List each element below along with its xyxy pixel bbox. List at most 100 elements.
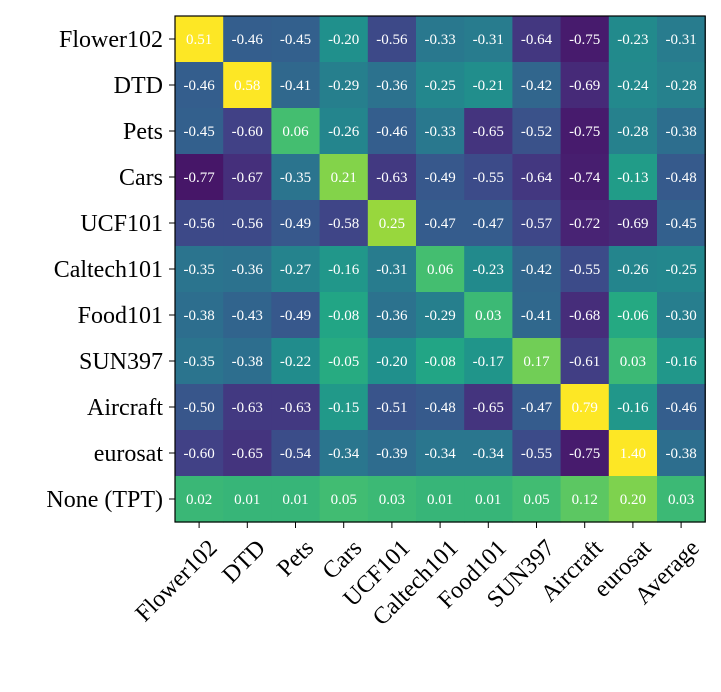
y-tick-label: eurosat bbox=[94, 441, 164, 467]
heatmap-cell bbox=[657, 108, 706, 155]
cell-value-label: -0.16 bbox=[328, 262, 360, 278]
heatmap-cell bbox=[271, 384, 321, 431]
cell-value-label: -0.23 bbox=[617, 32, 648, 48]
heatmap-cell bbox=[512, 292, 562, 339]
cell-value-label: -0.36 bbox=[232, 262, 264, 278]
cell-value-label: -0.65 bbox=[473, 400, 504, 416]
heatmap-cell bbox=[464, 108, 513, 155]
heatmap-cell bbox=[271, 430, 321, 477]
cell-value-label: 0.21 bbox=[331, 170, 357, 186]
cell-value-label: -0.45 bbox=[280, 32, 311, 48]
cell-value-label: 0.03 bbox=[379, 492, 405, 508]
cell-value-label: -0.72 bbox=[569, 216, 600, 232]
cell-value-label: -0.42 bbox=[521, 78, 552, 94]
cell-value-label: -0.63 bbox=[232, 400, 263, 416]
cell-value-label: -0.38 bbox=[183, 308, 214, 324]
cell-value-label: -0.65 bbox=[473, 124, 504, 140]
cell-value-label: -0.41 bbox=[521, 308, 552, 324]
heatmap-cell bbox=[608, 338, 658, 385]
cell-value-label: -0.52 bbox=[521, 124, 552, 140]
heatmap-cell bbox=[464, 200, 513, 247]
x-tick-label: Flower102 bbox=[131, 535, 223, 627]
cell-value-label: 0.06 bbox=[282, 124, 309, 140]
heatmap-cell bbox=[319, 292, 369, 339]
heatmap-cell bbox=[464, 476, 513, 523]
heatmap-cell bbox=[367, 246, 417, 293]
cell-value-label: -0.31 bbox=[376, 262, 407, 278]
heatmap-cell bbox=[512, 200, 562, 247]
heatmap-cell bbox=[608, 108, 658, 155]
cell-value-label: -0.35 bbox=[280, 170, 311, 186]
heatmap-cell bbox=[464, 338, 513, 385]
heatmap-cell bbox=[319, 476, 369, 523]
heatmap-cell bbox=[416, 338, 465, 385]
x-tick-label: Pets bbox=[272, 535, 319, 582]
heatmap-cell bbox=[657, 200, 706, 247]
cell-value-label: -0.46 bbox=[376, 124, 408, 140]
cell-value-label: -0.13 bbox=[617, 170, 648, 186]
heatmap-cell bbox=[560, 338, 610, 385]
cell-value-label: -0.47 bbox=[521, 400, 553, 416]
heatmap-cell bbox=[223, 16, 272, 63]
cell-value-label: -0.69 bbox=[617, 216, 648, 232]
heatmap-cell bbox=[608, 292, 658, 339]
heatmap-cell bbox=[319, 338, 369, 385]
cell-value-label: -0.42 bbox=[521, 262, 552, 278]
cell-value-label: -0.55 bbox=[569, 262, 600, 278]
heatmap-cell bbox=[416, 16, 465, 63]
heatmap-cell bbox=[416, 154, 465, 201]
y-tick-label: Aircraft bbox=[87, 395, 163, 421]
heatmap-cell bbox=[657, 62, 706, 109]
cell-value-label: -0.43 bbox=[232, 308, 263, 324]
heatmap-cell bbox=[657, 292, 706, 339]
heatmap-cell bbox=[319, 16, 369, 63]
cell-value-label: -0.38 bbox=[665, 124, 696, 140]
y-tick-label: None (TPT) bbox=[46, 487, 163, 513]
cell-value-label: -0.47 bbox=[424, 216, 456, 232]
cell-value-label: -0.50 bbox=[183, 400, 214, 416]
y-tick-label: DTD bbox=[114, 73, 163, 99]
heatmap-cell bbox=[175, 108, 224, 155]
heatmap-cell bbox=[657, 16, 706, 63]
cell-value-label: -0.33 bbox=[424, 32, 455, 48]
heatmap-cell bbox=[271, 476, 321, 523]
heatmap-cell bbox=[271, 108, 321, 155]
cell-value-label: -0.17 bbox=[473, 354, 505, 370]
cell-value-label: -0.38 bbox=[665, 446, 696, 462]
heatmap-cell bbox=[319, 62, 369, 109]
heatmap-cell bbox=[271, 338, 321, 385]
y-tick-label: Caltech101 bbox=[54, 257, 163, 283]
cell-value-label: -0.75 bbox=[569, 446, 600, 462]
heatmap-cell bbox=[367, 200, 417, 247]
cell-value-label: 0.05 bbox=[331, 492, 357, 508]
heatmap-cell bbox=[271, 246, 321, 293]
heatmap-cell bbox=[223, 384, 272, 431]
heatmap-cell bbox=[271, 154, 321, 201]
cell-value-label: -0.61 bbox=[569, 354, 600, 370]
heatmap-cell bbox=[560, 476, 610, 523]
heatmap-cell bbox=[560, 108, 610, 155]
heatmap-cell bbox=[271, 62, 321, 109]
cell-value-label: -0.74 bbox=[569, 170, 601, 186]
heatmap-cell bbox=[367, 476, 417, 523]
heatmap-cell bbox=[175, 292, 224, 339]
cell-value-label: 0.20 bbox=[620, 492, 646, 508]
y-tick-label: UCF101 bbox=[80, 211, 163, 237]
cell-value-label: -0.56 bbox=[232, 216, 264, 232]
heatmap-cell bbox=[367, 384, 417, 431]
heatmap-cell bbox=[223, 246, 272, 293]
cell-value-label: -0.47 bbox=[473, 216, 505, 232]
cell-value-label: 0.17 bbox=[523, 354, 550, 370]
cell-value-label: -0.28 bbox=[665, 78, 696, 94]
cell-value-label: -0.51 bbox=[376, 400, 407, 416]
heatmap-cell bbox=[512, 476, 562, 523]
cell-value-label: -0.28 bbox=[617, 124, 648, 140]
cell-value-label: -0.46 bbox=[232, 32, 264, 48]
heatmap-cell bbox=[175, 430, 224, 477]
heatmap-cell bbox=[223, 200, 272, 247]
heatmap-cell bbox=[464, 246, 513, 293]
heatmap-cell bbox=[367, 292, 417, 339]
cell-value-label: -0.30 bbox=[665, 308, 696, 324]
